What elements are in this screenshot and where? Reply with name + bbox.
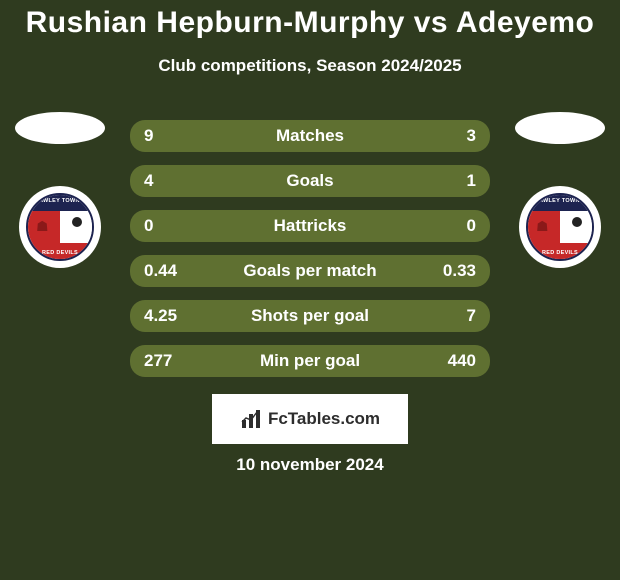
crest-top-text: CRAWLEY TOWN FC bbox=[28, 198, 92, 204]
stat-right-value: 440 bbox=[448, 351, 476, 371]
stat-right-value: 3 bbox=[467, 126, 476, 146]
stat-row: 4 Goals 1 bbox=[130, 165, 490, 197]
stat-right-value: 0 bbox=[467, 216, 476, 236]
stat-left-value: 0.44 bbox=[144, 261, 177, 281]
stat-label: Shots per goal bbox=[251, 306, 369, 326]
stat-row: 0.44 Goals per match 0.33 bbox=[130, 255, 490, 287]
stat-label: Goals per match bbox=[243, 261, 376, 281]
player-right-column: CRAWLEY TOWN FC RED DEVILS ☗ bbox=[510, 112, 610, 268]
crest-top-text: CRAWLEY TOWN FC bbox=[528, 198, 592, 204]
subtitle: Club competitions, Season 2024/2025 bbox=[0, 56, 620, 76]
stat-left-value: 4 bbox=[144, 171, 153, 191]
stat-label: Matches bbox=[276, 126, 344, 146]
crest-bottom-text: RED DEVILS bbox=[28, 250, 92, 256]
stat-left-value: 277 bbox=[144, 351, 172, 371]
stats-table: 9 Matches 3 4 Goals 1 0 Hattricks 0 0.44… bbox=[130, 120, 490, 390]
player-placeholder-oval-left bbox=[15, 112, 105, 144]
stat-left-value: 4.25 bbox=[144, 306, 177, 326]
stat-row: 277 Min per goal 440 bbox=[130, 345, 490, 377]
stat-right-value: 0.33 bbox=[443, 261, 476, 281]
stat-label: Hattricks bbox=[274, 216, 347, 236]
crest-bottom-text: RED DEVILS bbox=[528, 250, 592, 256]
club-badge-left: CRAWLEY TOWN FC RED DEVILS ☗ bbox=[19, 186, 101, 268]
player-placeholder-oval-right bbox=[515, 112, 605, 144]
attribution-text: FcTables.com bbox=[268, 409, 380, 429]
player-left-column: CRAWLEY TOWN FC RED DEVILS ☗ bbox=[10, 112, 110, 268]
stat-left-value: 0 bbox=[144, 216, 153, 236]
stat-row: 4.25 Shots per goal 7 bbox=[130, 300, 490, 332]
stat-right-value: 7 bbox=[467, 306, 476, 326]
stat-row: 9 Matches 3 bbox=[130, 120, 490, 152]
club-badge-right: CRAWLEY TOWN FC RED DEVILS ☗ bbox=[519, 186, 601, 268]
attribution-badge: FcTables.com bbox=[212, 394, 408, 444]
stat-row: 0 Hattricks 0 bbox=[130, 210, 490, 242]
bar-chart-icon bbox=[240, 408, 262, 430]
stat-label: Min per goal bbox=[260, 351, 360, 371]
stat-right-value: 1 bbox=[467, 171, 476, 191]
page-title: Rushian Hepburn-Murphy vs Adeyemo bbox=[0, 0, 620, 40]
stat-label: Goals bbox=[286, 171, 333, 191]
date-text: 10 november 2024 bbox=[0, 455, 620, 475]
stat-left-value: 9 bbox=[144, 126, 153, 146]
